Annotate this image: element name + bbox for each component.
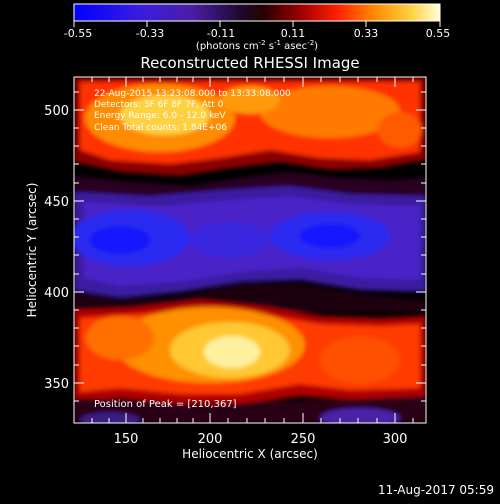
x-tick-label: 200 — [198, 432, 223, 447]
x-tick-label: 150 — [114, 432, 139, 447]
y-tick-label: 450 — [44, 195, 69, 210]
annotation-time-range: 22-Aug-2015 13:23:08.000 to 13:33:08.000 — [94, 89, 291, 99]
colorbar-tick-label: -0.11 — [207, 27, 235, 40]
y-tick-label: 350 — [44, 377, 69, 392]
annotation-method: Clean Total counts: 1.84E+06 — [94, 123, 227, 133]
annotation-peak: Position of Peak = [210,367] — [94, 399, 237, 410]
y-tick-label: 500 — [44, 104, 69, 119]
colorbar-tick-label: 0.11 — [281, 27, 306, 40]
x-tick-label: 300 — [383, 432, 408, 447]
rhessi-image — [74, 77, 426, 423]
colorbar-frame — [73, 3, 441, 22]
colorbar-units: (photons cm-2 s-1 asec-2) — [196, 39, 318, 52]
plot-frame — [73, 76, 427, 424]
colorbar-ticks — [73, 21, 441, 27]
colorbar-tick-label: 0.55 — [426, 27, 451, 40]
y-tick-label: 400 — [44, 286, 69, 301]
plot-axes — [73, 76, 427, 424]
plot-title: Reconstructed RHESSI Image — [140, 54, 359, 72]
colorbar: -0.55 -0.33 -0.11 0.11 0.33 0.55 (photon… — [64, 3, 451, 52]
x-axis-label: Heliocentric X (arcsec) — [182, 447, 318, 461]
annotation-detectors: Detectors: 3F 6F 8F 7F, Att 0 — [94, 100, 224, 110]
y-axis-label: Heliocentric Y (arcsec) — [25, 183, 39, 318]
footer-timestamp: 11-Aug-2017 05:59 — [378, 483, 494, 497]
colorbar-tick-label: 0.33 — [354, 27, 379, 40]
image-annotations: 22-Aug-2015 13:23:08.000 to 13:33:08.000… — [94, 89, 291, 410]
colorbar-gradient — [74, 4, 440, 21]
annotation-energy: Energy Range: 6.0 - 12.0 keV — [94, 111, 226, 121]
x-tick-label: 250 — [291, 432, 316, 447]
colorbar-tick-label: -0.33 — [136, 27, 164, 40]
colorbar-tick-label: -0.55 — [64, 27, 92, 40]
